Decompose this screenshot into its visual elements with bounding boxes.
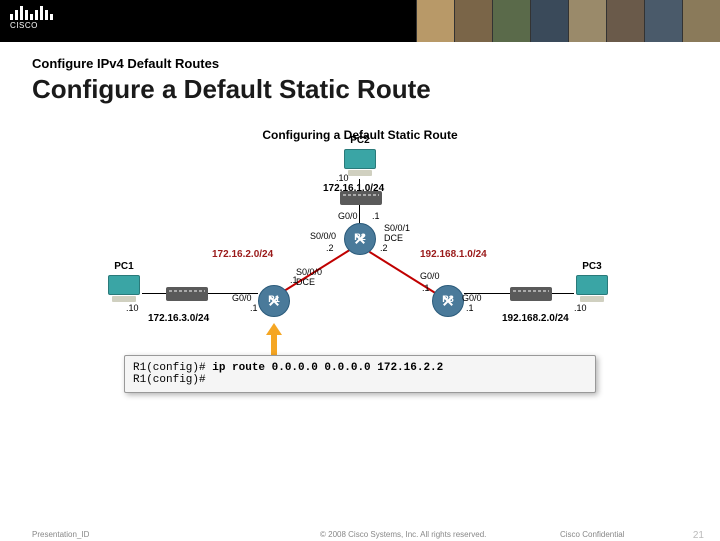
pc-icon <box>106 275 142 305</box>
network-label: 172.16.2.0/24 <box>212 249 273 260</box>
router-label: R1 <box>262 294 286 304</box>
header-photo <box>530 0 568 42</box>
cli-line: R1(config)# <box>133 374 587 386</box>
cisco-logo: CISCO <box>10 6 53 30</box>
interface-label: .1 <box>372 211 380 221</box>
pc-label: PC1 <box>108 261 140 272</box>
interface-label: G0/0 <box>420 271 440 281</box>
slide-subtitle: Configure IPv4 Default Routes <box>32 56 219 71</box>
highlight-arrow-icon <box>266 323 282 357</box>
interface-label: .10 <box>574 303 587 313</box>
interface-label: .10 <box>126 303 139 313</box>
footer-right: Cisco Confidential <box>560 530 624 539</box>
interface-label: G0/0 <box>338 211 358 221</box>
ethernet-link <box>142 293 166 294</box>
pc-icon <box>574 275 610 305</box>
interface-label: S0/0/0 <box>296 267 322 277</box>
interface-label: S0/0/1 <box>384 223 410 233</box>
interface-label: S0/0/0 <box>310 231 336 241</box>
switch-icon <box>166 287 208 301</box>
interface-label: DCE <box>384 233 403 243</box>
cli-box: R1(config)# ip route 0.0.0.0 0.0.0.0 172… <box>124 355 596 393</box>
header-photo <box>644 0 682 42</box>
router-label: R3 <box>436 294 460 304</box>
footer-center: © 2008 Cisco Systems, Inc. All rights re… <box>320 530 486 539</box>
pc-label: PC2 <box>344 135 376 146</box>
ethernet-link <box>552 293 574 294</box>
network-label: 192.168.2.0/24 <box>502 313 569 324</box>
pc-label: PC3 <box>576 261 608 272</box>
interface-label: .2 <box>380 243 388 253</box>
header-photo <box>568 0 606 42</box>
ethernet-link <box>359 205 360 223</box>
header-photo <box>416 0 454 42</box>
network-diagram: PC2 PC1 PC3 R2 R1 R3 172.16.1.0/24 172.16.2.0/2… <box>0 125 720 445</box>
interface-label: .1 <box>422 283 430 293</box>
interface-label: .2 <box>326 243 334 253</box>
cli-line: R1(config)# ip route 0.0.0.0 0.0.0.0 172… <box>133 362 587 374</box>
interface-label: DCE <box>296 277 315 287</box>
header-bar: CISCO <box>0 0 720 42</box>
router-label: R2 <box>348 232 372 242</box>
interface-label: .10 <box>336 173 349 183</box>
page-number: 21 <box>693 530 704 541</box>
switch-icon <box>510 287 552 301</box>
photo-strip <box>416 0 720 42</box>
logo-text: CISCO <box>10 21 53 30</box>
interface-label: G0/0 <box>462 293 482 303</box>
interface-label: .1 <box>466 303 474 313</box>
header-photo <box>682 0 720 42</box>
header-photo <box>454 0 492 42</box>
interface-label: .1 <box>250 303 258 313</box>
footer-left: Presentation_ID <box>32 530 89 539</box>
network-label: 172.16.1.0/24 <box>323 183 384 194</box>
network-label: 192.168.1.0/24 <box>420 249 487 260</box>
interface-label: G0/0 <box>232 293 252 303</box>
logo-bars-icon <box>10 6 53 20</box>
network-label: 172.16.3.0/24 <box>148 313 209 324</box>
header-photo <box>606 0 644 42</box>
slide-title: Configure a Default Static Route <box>32 74 431 105</box>
header-photo <box>492 0 530 42</box>
